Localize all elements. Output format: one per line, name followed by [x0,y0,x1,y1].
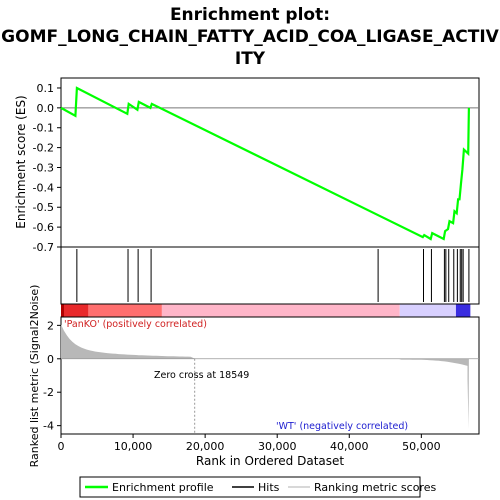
x-tick-label: 10,000 [114,440,153,453]
title-line-1: Enrichment plot: [169,5,331,25]
rank-bar-segment [88,304,162,317]
es-y-tick-label: -0.1 [33,122,54,135]
es-panel: 0.1 0.0 -0.1 -0.2 -0.3 -0.4 -0.5 -0.6 -0.7 Enric… [14,77,480,254]
x-tick-label: 50,000 [402,440,441,453]
rank-bar-segment [161,304,400,317]
rank-bar-segment [399,304,456,317]
metric-y-ticks: 2 0 -2 -4 [43,319,61,433]
x-axis-ticks: 0 10,000 20,000 30,000 40,000 50,000 [58,434,441,453]
metric-panel-frame [60,316,480,435]
metric-panel: 2 0 -2 -4 'PanKO' (positively correlated) Z… [28,285,480,468]
legend: Enrichment profile Hits Ranking metric s… [79,476,436,498]
es-y-tick-label: -0.4 [33,181,54,194]
chart-title: Enrichment plot: GOMF_LONG_CHAIN_FATTY_A… [0,4,500,70]
rank-color-bar [61,303,479,317]
legend-enrichment-label: Enrichment profile [112,481,214,494]
es-y-tick-label: -0.6 [33,221,54,234]
x-axis-label: Rank in Ordered Dataset [196,454,344,468]
x-tick-label: 40,000 [330,440,369,453]
x-tick-label: 20,000 [186,440,225,453]
metric-y-tick-label: 2 [47,319,54,332]
rank-bar-segment [61,304,64,317]
hit-lines [76,249,470,302]
negative-correlation-label: 'WT' (negatively correlated) [276,421,408,432]
metric-y-axis-label: Ranked list metric (Signal2Noise) [28,285,41,468]
es-y-tick-label: -0.5 [33,201,54,214]
title-line-3: ITY [234,49,266,69]
zero-cross-label: Zero cross at 18549 [154,370,249,381]
metric-y-tick-label: -4 [43,420,54,433]
es-y-tick-label: 0.1 [37,82,55,95]
x-tick-label: 30,000 [258,440,297,453]
es-y-tick-label: -0.3 [33,161,54,174]
legend-hits-label: Hits [258,481,280,494]
es-y-axis-label: Enrichment score (ES) [14,95,28,228]
rank-bar-segment [61,304,89,317]
enrichment-profile-line [60,86,470,241]
es-y-tick-label: -0.7 [33,241,54,254]
es-y-tick-label: -0.2 [33,142,54,155]
hits-panel [60,246,480,305]
positive-correlation-label: 'PanKO' (positively correlated) [64,319,207,330]
rank-bar-segment [455,304,471,317]
metric-y-tick-label: -2 [43,386,54,399]
title-line-2: GOMF_LONG_CHAIN_FATTY_ACID_COA_LIGASE_AC… [1,27,499,47]
legend-metric-label: Ranking metric scores [314,481,436,494]
es-y-tick-label: 0.0 [37,102,55,115]
x-tick-label: 0 [58,440,65,453]
hits-panel-frame [60,246,480,305]
es-y-ticks: 0.1 0.0 -0.1 -0.2 -0.3 -0.4 -0.5 -0.6 -0.7 [33,82,61,254]
metric-y-tick-label: 0 [47,353,54,366]
